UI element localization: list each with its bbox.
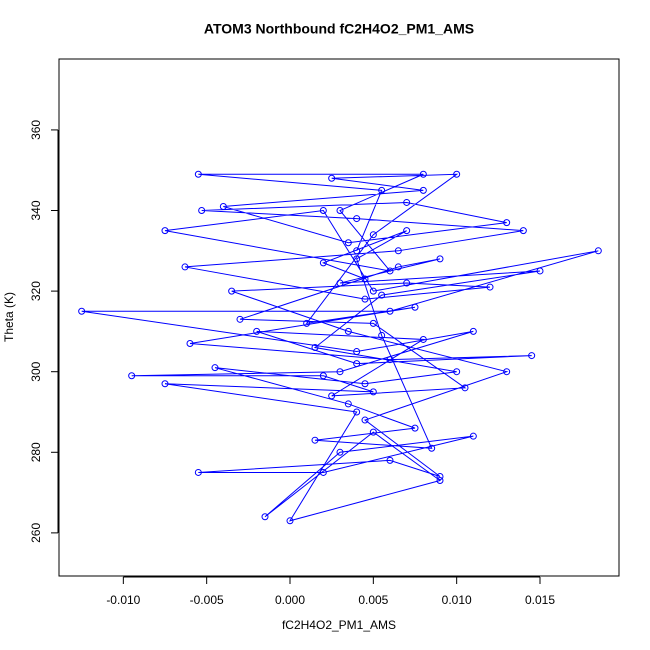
data-point: [353, 360, 361, 368]
data-point: [161, 380, 169, 388]
data-point: [311, 436, 319, 444]
data-point: [394, 263, 402, 271]
data-point: [319, 259, 327, 267]
data-point: [369, 388, 377, 396]
y-tick-label: 340: [29, 200, 43, 220]
data-point: [378, 291, 386, 299]
data-point: [328, 392, 336, 400]
data-point: [194, 468, 202, 476]
data-point: [369, 231, 377, 239]
data-point: [336, 448, 344, 456]
data-point: [419, 186, 427, 194]
data-line: [81, 173, 599, 522]
data-point: [403, 279, 411, 287]
data-point: [528, 352, 536, 360]
data-point: [361, 295, 369, 303]
data-point: [319, 372, 327, 380]
data-point: [469, 432, 477, 440]
data-point: [453, 368, 461, 376]
x-tick-label: 0.015: [525, 593, 555, 607]
data-point: [403, 198, 411, 206]
data-point: [469, 327, 477, 335]
data-point: [386, 307, 394, 315]
data-point: [403, 227, 411, 235]
data-point: [361, 275, 369, 283]
data-point: [78, 307, 86, 315]
y-axis-label: Theta (K): [2, 292, 16, 342]
data-point: [236, 315, 244, 323]
data-point: [369, 428, 377, 436]
data-point: [411, 424, 419, 432]
data-point: [594, 247, 602, 255]
data-point: [211, 364, 219, 372]
data-point: [161, 227, 169, 235]
y-tick-label: 280: [29, 442, 43, 462]
data-point: [336, 279, 344, 287]
data-point: [361, 416, 369, 424]
data-point: [336, 207, 344, 215]
y-tick-label: 260: [29, 523, 43, 543]
data-point: [519, 227, 527, 235]
data-point: [369, 287, 377, 295]
data-point: [503, 219, 511, 227]
x-tick-label: -0.010: [106, 593, 140, 607]
data-point: [378, 186, 386, 194]
data-point: [411, 303, 419, 311]
data-point: [353, 255, 361, 263]
data-point: [369, 319, 377, 327]
x-tick-label: 0.000: [275, 593, 305, 607]
data-point: [253, 327, 261, 335]
data-point: [303, 319, 311, 327]
data-point: [453, 170, 461, 178]
x-tick-label: 0.010: [442, 593, 472, 607]
data-point: [344, 327, 352, 335]
data-point: [503, 368, 511, 376]
y-tick-label: 360: [29, 120, 43, 140]
data-point: [198, 207, 206, 215]
data-point: [228, 287, 236, 295]
x-tick-label: -0.005: [190, 593, 224, 607]
data-point: [386, 356, 394, 364]
data-point: [419, 170, 427, 178]
data-point: [219, 202, 227, 210]
data-point: [344, 239, 352, 247]
data-point: [186, 339, 194, 347]
data-point: [436, 255, 444, 263]
y-tick-label: 320: [29, 281, 43, 301]
data-point: [361, 380, 369, 388]
data-point: [319, 468, 327, 476]
y-tick-label: 300: [29, 361, 43, 381]
data-point: [353, 348, 361, 356]
x-tick-label: 0.005: [358, 593, 388, 607]
data-point: [353, 247, 361, 255]
data-point: [194, 170, 202, 178]
data-point: [419, 335, 427, 343]
data-point: [311, 344, 319, 352]
data-point: [353, 408, 361, 416]
data-point: [536, 267, 544, 275]
data-point: [353, 215, 361, 223]
data-point: [261, 513, 269, 521]
chart-title: ATOM3 Northbound fC2H4O2_PM1_AMS: [204, 21, 474, 37]
data-point: [436, 476, 444, 484]
data-point: [286, 517, 294, 525]
data-point: [328, 174, 336, 182]
data-point: [386, 456, 394, 464]
x-axis-label: fC2H4O2_PM1_AMS: [282, 618, 396, 632]
plot-frame: [58, 58, 620, 577]
data-point: [336, 368, 344, 376]
data-point: [394, 247, 402, 255]
data-point: [378, 331, 386, 339]
data-point: [428, 444, 436, 452]
data-point: [344, 400, 352, 408]
data-point: [386, 267, 394, 275]
data-point: [486, 283, 494, 291]
data-point: [181, 263, 189, 271]
data-point: [319, 207, 327, 215]
data-point: [128, 372, 136, 380]
data-point: [461, 384, 469, 392]
data-point: [436, 472, 444, 480]
